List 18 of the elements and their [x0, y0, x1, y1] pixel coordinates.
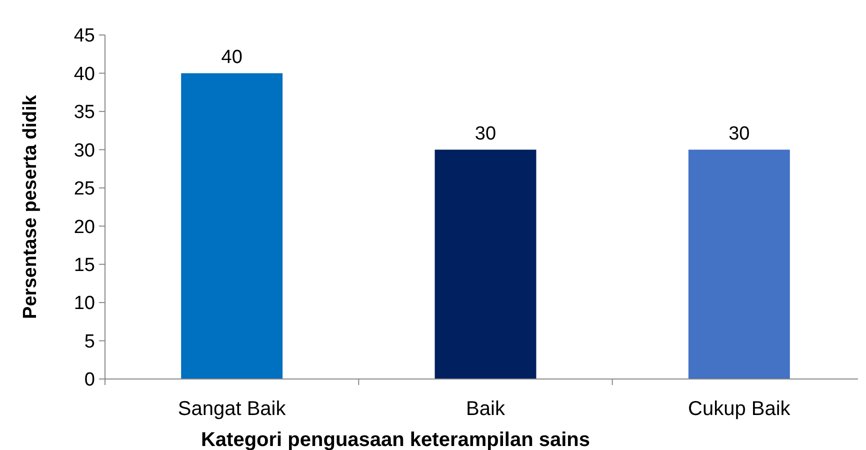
x-axis-title: Kategori penguasaan keterampilan sains — [200, 429, 590, 450]
data-label: 30 — [728, 124, 750, 145]
y-tick-label: 25 — [74, 178, 95, 200]
y-tick-label: 40 — [74, 64, 95, 85]
y-tick-label: 15 — [74, 254, 95, 276]
x-tick-label: Cukup Baik — [688, 398, 792, 420]
y-tick-label: 35 — [74, 102, 95, 124]
y-tick-label: 45 — [74, 26, 95, 47]
y-tick-label: 20 — [74, 216, 95, 238]
y-tick-label: 30 — [74, 140, 95, 162]
y-tick-label: 10 — [74, 293, 95, 314]
x-tick-label: Sangat Baik — [178, 398, 287, 420]
x-tick-label: Baik — [466, 398, 506, 420]
data-label: 30 — [474, 124, 496, 145]
data-label: 40 — [221, 47, 242, 68]
y-axis-title: Persentase peserta didik — [20, 94, 41, 319]
y-tick-label: 5 — [84, 331, 95, 352]
y-tick-label: 0 — [84, 370, 95, 391]
